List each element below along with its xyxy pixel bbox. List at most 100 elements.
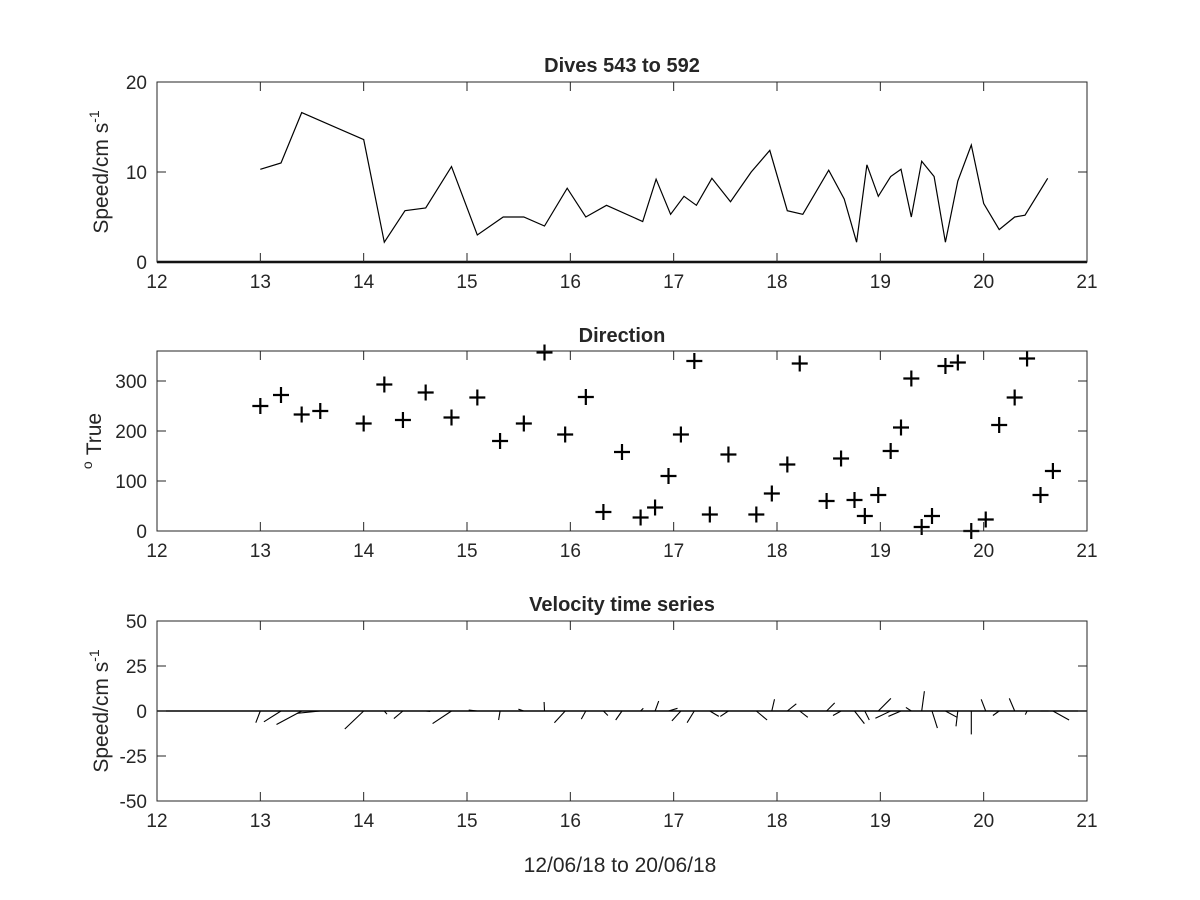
speed-panel-xtick-label: 17 <box>663 272 684 293</box>
velocity-stick <box>832 710 842 716</box>
direction-panel-xtick-label: 16 <box>560 541 581 562</box>
velocity-stick <box>1008 698 1016 712</box>
velocity-panel-frame <box>156 620 1088 802</box>
direction-point <box>870 487 887 503</box>
direction-point <box>903 370 920 387</box>
velocity-stick <box>393 710 404 720</box>
velocity-stick <box>296 710 321 714</box>
velocity-panel-xtick-label: 13 <box>250 811 271 832</box>
velocity-stick <box>771 699 776 712</box>
velocity-panel-title: Velocity time series <box>529 594 715 616</box>
direction-panel-ylabel: o True <box>79 413 106 469</box>
velocity-stick <box>640 707 644 712</box>
velocity-panel-ytick-label: 0 <box>136 702 147 723</box>
direction-panel-frame <box>156 350 1088 532</box>
speed-panel: Dives 543 to 592 12 13 14 15 16 17 18 19 20 21 0 10… <box>86 55 1098 293</box>
direction-point <box>937 358 954 374</box>
direction-point <box>991 417 1008 433</box>
direction-point <box>1044 463 1061 479</box>
direction-panel-xtick-label: 19 <box>870 541 891 562</box>
velocity-stick <box>654 700 660 712</box>
velocity-stick <box>955 710 959 727</box>
speed-panel-xtick-label: 19 <box>870 272 891 293</box>
direction-panel-xtick-label: 17 <box>663 541 684 562</box>
direction-point <box>1006 389 1023 406</box>
speed-panel-xtick-label: 21 <box>1076 272 1097 293</box>
speed-panel-title: Dives 543 to 592 <box>544 55 700 77</box>
direction-panel-xtick-label: 20 <box>973 541 994 562</box>
velocity-panel-ylabel-text: Speed/cm s <box>90 662 113 773</box>
speed-panel-xtick-label: 15 <box>456 272 477 293</box>
direction-point <box>312 403 329 419</box>
direction-panel-ytick-label: 300 <box>115 372 147 393</box>
direction-point <box>791 355 808 372</box>
direction-panel-xtick-label: 18 <box>766 541 787 562</box>
direction-panel-xtick-label: 21 <box>1076 541 1097 562</box>
velocity-stick <box>498 710 501 721</box>
direction-point <box>833 450 850 467</box>
velocity-panel-xtick-label: 20 <box>973 811 994 832</box>
velocity-panel-xtick-label: 18 <box>766 811 787 832</box>
velocity-panel-marks <box>157 691 1087 735</box>
velocity-stick <box>553 710 566 724</box>
velocity-stick <box>263 710 282 723</box>
direction-panel: Direction 12 13 14 15 16 17 18 19 20 21 0 100 200 300… <box>79 325 1098 562</box>
direction-point <box>818 493 835 509</box>
velocity-stick <box>854 710 865 724</box>
direction-point <box>394 412 411 428</box>
speed-panel-ytick-label: 20 <box>126 73 147 94</box>
velocity-panel-ytick-label: 50 <box>126 612 147 633</box>
direction-point <box>293 406 310 423</box>
direction-panel-title: Direction <box>579 325 666 347</box>
speed-panel-ylabel-sup: -1 <box>86 110 102 123</box>
velocity-stick <box>671 710 682 722</box>
direction-panel-ylabel-text: True <box>83 413 106 455</box>
direction-point <box>536 344 553 361</box>
velocity-stick <box>1024 710 1028 715</box>
velocity-stick <box>668 707 678 712</box>
velocity-stick <box>383 710 388 715</box>
velocity-stick <box>945 710 958 718</box>
direction-point <box>614 444 630 460</box>
direction-point <box>273 387 289 403</box>
direction-point <box>443 409 460 426</box>
direction-point <box>779 456 796 473</box>
velocity-stick <box>255 710 261 723</box>
velocity-stick <box>344 710 365 730</box>
speed-panel-xtick-label: 20 <box>973 272 994 293</box>
velocity-stick <box>980 699 987 712</box>
velocity-panel-xlabel: 12/06/18 to 20/06/18 <box>524 854 717 877</box>
direction-panel-ytick-label: 0 <box>136 522 147 543</box>
direction-point <box>660 468 677 484</box>
velocity-stick <box>905 706 912 712</box>
velocity-stick <box>615 710 623 721</box>
direction-point <box>893 419 909 436</box>
direction-point <box>252 398 269 414</box>
direction-point <box>515 415 532 432</box>
velocity-stick <box>580 710 587 720</box>
velocity-panel-xtick-label: 21 <box>1076 811 1097 832</box>
direction-panel-xtick-label: 12 <box>146 541 167 562</box>
velocity-panel-xtick-label: 19 <box>870 811 891 832</box>
direction-point <box>686 353 703 369</box>
direction-point <box>647 499 664 516</box>
velocity-stick <box>826 702 836 712</box>
direction-point <box>469 389 486 406</box>
velocity-stick <box>518 708 524 712</box>
velocity-stick <box>799 710 809 718</box>
speed-panel-ylabel-text: Speed/cm s <box>90 123 113 234</box>
velocity-panel-ticks: 12 13 14 15 16 17 18 19 20 21 -50 -25 0 25 50 <box>120 612 1098 832</box>
direction-point <box>376 376 393 393</box>
direction-point <box>913 519 930 535</box>
speed-series-line <box>260 111 1049 244</box>
direction-panel-xtick-label: 13 <box>250 541 271 562</box>
direction-point <box>632 509 649 526</box>
direction-point <box>882 443 899 459</box>
speed-panel-xtick-label: 14 <box>353 272 375 293</box>
velocity-panel-ytick-label: -50 <box>120 792 147 813</box>
direction-panel-ticks: 12 13 14 15 16 17 18 19 20 21 0 100 200 300 <box>115 351 1098 562</box>
velocity-panel: Velocity time series 12 13 14 15 16 17 18 19 20 2… <box>86 594 1098 877</box>
direction-point <box>355 415 372 432</box>
